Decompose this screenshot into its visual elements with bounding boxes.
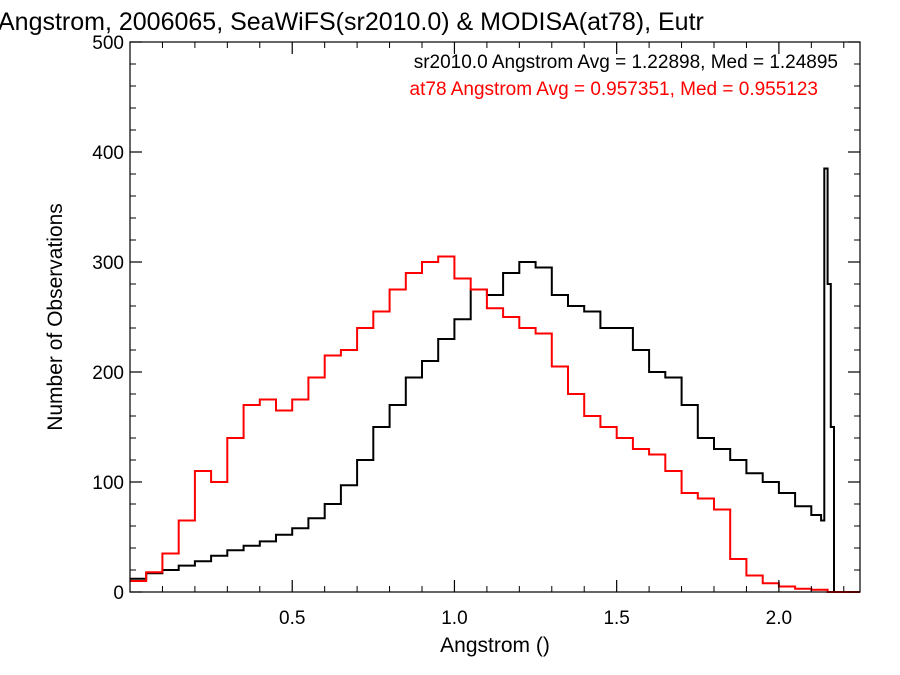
chart-title: Angstrom, 2006065, SeaWiFS(sr2010.0) & M… [0, 8, 704, 36]
y-tick-label: 200 [92, 363, 124, 384]
plot-area: 0.5 1.0 1.5 2.0 0 100 200 300 400 500 [92, 33, 861, 629]
y-tick-label: 500 [92, 33, 124, 54]
y-tick-label: 400 [92, 143, 124, 164]
x-tick-label: 1.5 [603, 608, 629, 629]
y-axis-ticks: 0 100 200 300 400 500 [92, 33, 860, 604]
y-tick-label: 0 [113, 583, 124, 604]
x-tick-label: 2.0 [766, 608, 792, 629]
series-line-0 [130, 167, 860, 593]
legend-at78-stats: at78 Angstrom Avg = 0.957351, Med = 0.95… [410, 79, 818, 100]
y-axis-label: Number of Observations [44, 203, 67, 431]
series-line-1 [130, 255, 860, 593]
y-tick-label: 300 [92, 253, 124, 274]
y-tick-label: 100 [92, 473, 124, 494]
x-tick-label: 1.0 [441, 608, 467, 629]
x-axis-ticks: 0.5 1.0 1.5 2.0 [161, 42, 845, 629]
legend-sr2010-stats: sr2010.0 Angstrom Avg = 1.22898, Med = 1… [414, 52, 838, 73]
series-layer [130, 167, 860, 593]
x-axis-label: Angstrom () [440, 634, 550, 657]
x-tick-label: 0.5 [279, 608, 305, 629]
plot-frame [129, 41, 861, 593]
